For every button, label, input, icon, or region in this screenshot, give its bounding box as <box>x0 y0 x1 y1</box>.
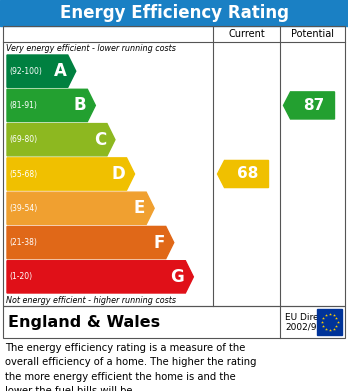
Text: (81-91): (81-91) <box>9 101 37 110</box>
Text: (39-54): (39-54) <box>9 204 37 213</box>
Text: (69-80): (69-80) <box>9 135 37 144</box>
Text: (21-38): (21-38) <box>9 238 37 247</box>
Text: G: G <box>171 268 184 286</box>
Polygon shape <box>218 160 269 188</box>
Polygon shape <box>284 92 334 119</box>
Bar <box>0 0 348 26</box>
Polygon shape <box>7 55 76 87</box>
Bar <box>317 309 342 335</box>
Polygon shape <box>7 89 95 122</box>
Text: C: C <box>94 131 106 149</box>
Polygon shape <box>7 192 154 224</box>
Text: Current: Current <box>228 29 265 39</box>
Text: EU Directive: EU Directive <box>285 314 341 323</box>
Text: (55-68): (55-68) <box>9 170 37 179</box>
Text: 2002/91/EC: 2002/91/EC <box>285 323 337 332</box>
Text: Potential: Potential <box>291 29 334 39</box>
Polygon shape <box>7 124 115 156</box>
Text: Very energy efficient - lower running costs: Very energy efficient - lower running co… <box>6 44 176 53</box>
Text: Not energy efficient - higher running costs: Not energy efficient - higher running co… <box>6 296 176 305</box>
Text: England & Wales: England & Wales <box>8 314 160 330</box>
Text: E: E <box>134 199 145 217</box>
Text: (1-20): (1-20) <box>9 273 32 282</box>
Polygon shape <box>7 261 193 293</box>
Text: A: A <box>54 62 67 80</box>
Text: D: D <box>112 165 126 183</box>
Text: F: F <box>153 233 165 251</box>
Text: 87: 87 <box>303 98 324 113</box>
Bar <box>3 26 345 306</box>
Text: B: B <box>74 97 86 115</box>
Text: Energy Efficiency Rating: Energy Efficiency Rating <box>60 4 288 22</box>
Text: The energy efficiency rating is a measure of the
overall efficiency of a home. T: The energy efficiency rating is a measur… <box>5 343 256 391</box>
Polygon shape <box>7 158 135 190</box>
Text: (92-100): (92-100) <box>9 66 42 75</box>
Bar <box>3 306 345 338</box>
Text: 68: 68 <box>237 167 258 181</box>
Polygon shape <box>7 226 174 259</box>
